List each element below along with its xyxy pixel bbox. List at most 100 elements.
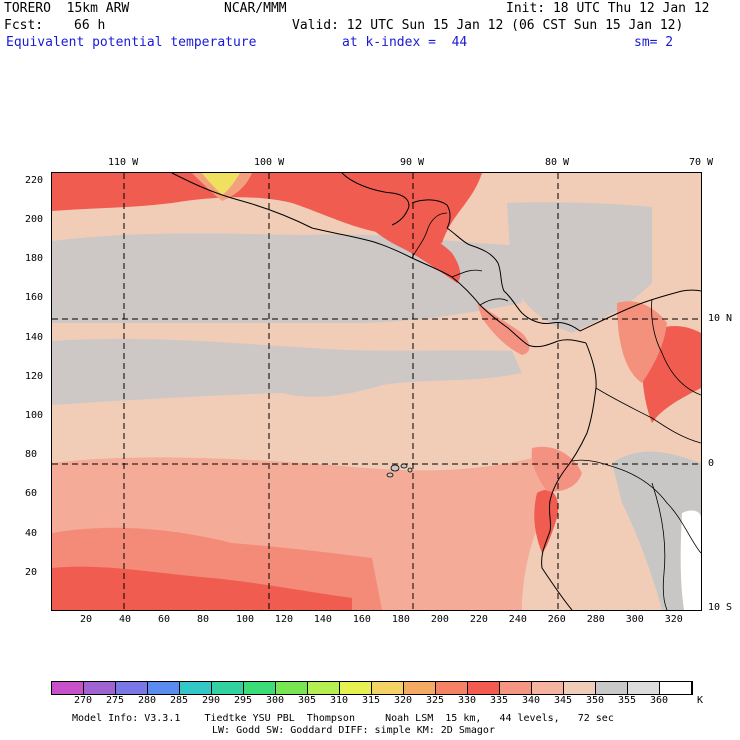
- galapagos-san-cristobal: [407, 467, 413, 473]
- color-bar-label: 315: [362, 695, 381, 706]
- map-canvas: [52, 173, 701, 610]
- color-bar-label: 325: [426, 695, 445, 706]
- x-tick: 240: [508, 614, 527, 625]
- color-bar-label: 290: [202, 695, 221, 706]
- vertical-level: at k-index = 44: [342, 35, 468, 50]
- border-colombia-peru: [595, 387, 701, 444]
- coast-panama: [527, 339, 587, 348]
- lon-label-100w: 100 W: [254, 157, 285, 168]
- color-bar-label: 355: [618, 695, 637, 706]
- coast-ecuador-peru: [541, 470, 573, 610]
- coast-colombia-caribbean: [579, 289, 701, 332]
- field-335-costa-rica: [477, 303, 530, 355]
- x-tick: 320: [664, 614, 683, 625]
- field-grey-band-middle: [52, 338, 522, 405]
- color-bar-cell: [596, 682, 628, 694]
- color-bar-label: 300: [266, 695, 285, 706]
- color-bar-cell: [116, 682, 148, 694]
- field-grey-band-north: [52, 233, 522, 323]
- color-bar-cell: [244, 682, 276, 694]
- color-bar-cell: [500, 682, 532, 694]
- coast-central-america-caribbean: [446, 227, 581, 332]
- color-bar-label: 275: [106, 695, 125, 706]
- color-bar-cell: [404, 682, 436, 694]
- valid-time: Valid: 12 UTC Sun 15 Jan 12 (06 CST Sun …: [292, 18, 684, 33]
- galapagos-fernandina: [386, 472, 394, 478]
- y-tick: 120: [25, 370, 44, 382]
- y-tick: 20: [25, 566, 38, 578]
- x-tick: 80: [196, 614, 209, 625]
- x-tick: 40: [119, 614, 132, 625]
- x-tick: 20: [80, 614, 93, 625]
- color-bar-cell: [84, 682, 116, 694]
- lon-label-90w: 90 W: [400, 157, 425, 168]
- field-335-colombia: [617, 301, 667, 383]
- color-bar-label: 320: [394, 695, 413, 706]
- color-bar-label: 335: [490, 695, 509, 706]
- model-info-line2: LW: Godd SW: Goddard DIFF: simple KM: 2D…: [212, 725, 495, 736]
- color-bar-cell: [212, 682, 244, 694]
- y-tick: 80: [25, 449, 38, 461]
- color-bar-cell: [372, 682, 404, 694]
- center-name: NCAR/MMM: [224, 1, 287, 16]
- field-grey-south-america: [612, 451, 701, 610]
- border-colombia-venezuela: [651, 298, 701, 396]
- y-tick: 200: [25, 214, 44, 226]
- x-tick: 260: [547, 614, 566, 625]
- x-tick: 100: [235, 614, 254, 625]
- lat-lon-grid: [52, 173, 701, 610]
- color-bar-label: 285: [170, 695, 189, 706]
- color-bar-cell: [436, 682, 468, 694]
- color-bar-cell: [532, 682, 564, 694]
- country-borders: [411, 212, 701, 610]
- y-tick: 140: [25, 331, 44, 343]
- color-bar-cell: [628, 682, 660, 694]
- color-bar-cell: [180, 682, 212, 694]
- x-tick: 60: [157, 614, 171, 625]
- galapagos-santa-cruz: [400, 463, 408, 469]
- y-tick: 60: [25, 488, 38, 500]
- x-tick: 180: [391, 614, 410, 625]
- smoothing: sm= 2: [634, 35, 674, 50]
- border-central-america: [451, 269, 509, 306]
- coast-colombia-pacific: [563, 342, 597, 472]
- field-335-ecuador: [531, 446, 582, 492]
- y-tick: 40: [25, 527, 38, 539]
- lon-label-110w: 110 W: [108, 157, 139, 168]
- x-tick: 280: [586, 614, 605, 625]
- color-bar-cell: [468, 682, 500, 694]
- lat-label-10s: 10 S: [708, 602, 733, 613]
- lon-label-80w: 80 W: [545, 157, 570, 168]
- y-tick: 220: [25, 174, 44, 186]
- model-info-line1: Model Info: V3.3.1 Tiedtke YSU PBL Thomp…: [72, 713, 614, 724]
- x-tick: 300: [625, 614, 644, 625]
- init-time: Init: 18 UTC Thu 12 Jan 12: [506, 1, 710, 16]
- color-bar-label: 295: [234, 695, 253, 706]
- color-bar-cell: [308, 682, 340, 694]
- field-330-peru-coast: [534, 489, 559, 553]
- x-tick: 120: [274, 614, 293, 625]
- field-330-southern-edge: [52, 566, 352, 610]
- field-grey-caribbean: [507, 202, 652, 333]
- x-tick: 220: [469, 614, 488, 625]
- coast-gulf-mexico: [341, 173, 410, 226]
- border-brazil: [651, 482, 668, 610]
- field-name: Equivalent potential temperature: [6, 35, 257, 50]
- x-tick: 200: [430, 614, 449, 625]
- y-tick: 100: [25, 409, 44, 421]
- forecast-label: Fcst:: [4, 18, 44, 33]
- x-tick: 140: [313, 614, 332, 625]
- color-bar-cell: [660, 682, 692, 694]
- lat-label-0: 0: [708, 458, 715, 469]
- lon-label-70w: 70 W: [689, 157, 714, 168]
- color-bar-cell: [148, 682, 180, 694]
- field-white-amazon: [680, 510, 701, 610]
- y-tick: 180: [25, 253, 44, 265]
- color-bar-label: 345: [554, 695, 573, 706]
- color-bar-label: 330: [458, 695, 477, 706]
- lat-label-10n: 10 N: [708, 313, 733, 324]
- y-tick: 160: [25, 292, 44, 304]
- color-bar: [51, 681, 693, 695]
- coastlines: [171, 173, 701, 610]
- galapagos-islands: [386, 463, 413, 478]
